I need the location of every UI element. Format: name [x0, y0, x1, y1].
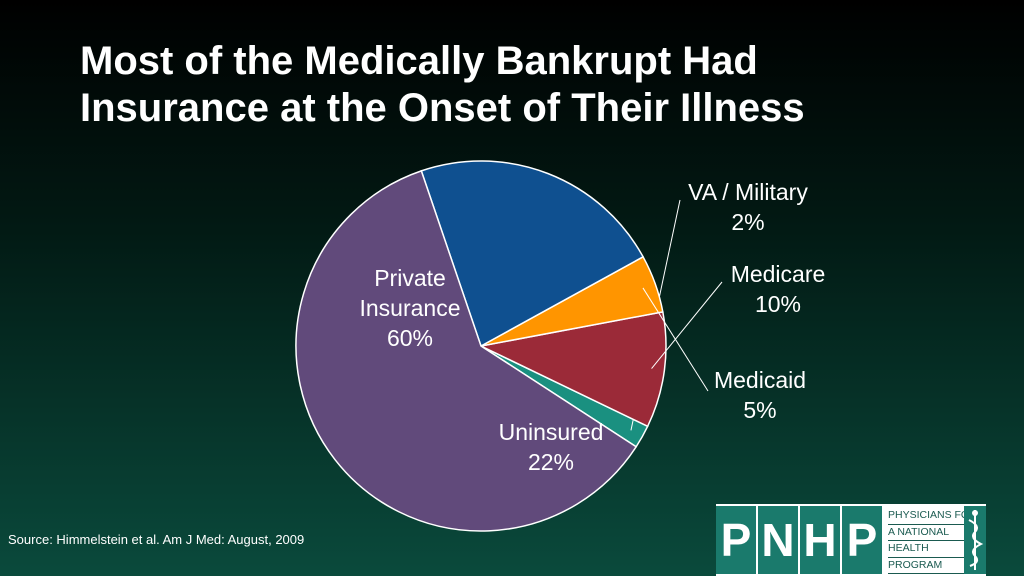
slice-label-private-insurance: Private Insurance 60% — [359, 265, 460, 351]
title-line-1: Most of the Medically Bankrupt Had — [80, 39, 758, 83]
slice-label-line: 2% — [731, 209, 764, 235]
slice-label-medicare: Medicare 10% — [731, 261, 826, 317]
logo-letter-h: H — [800, 506, 840, 574]
pie-slice-medicare — [478, 310, 667, 428]
logo-words: PHYSICIANS FOR A NATIONAL HEALTH PROGRAM — [888, 508, 982, 574]
logo-word-4: PROGRAM — [888, 558, 982, 574]
leader-line-medicaid — [642, 287, 709, 392]
slice-label-line: 60% — [387, 325, 433, 351]
slice-label-line: Uninsured — [499, 419, 604, 445]
slice-label-line: 22% — [528, 449, 574, 475]
source-citation: Source: Himmelstein et al. Am J Med: Aug… — [8, 532, 305, 547]
title-line-2: Insurance at the Onset of Their Illness — [80, 86, 805, 130]
slice-label-medicaid: Medicaid 5% — [714, 367, 806, 423]
slice-label-line: 5% — [743, 397, 776, 423]
slice-label-line: Medicare — [731, 261, 826, 287]
logo-word-3: HEALTH — [888, 541, 982, 558]
logo-word-2: A NATIONAL — [888, 525, 982, 541]
logo-word-1: PHYSICIANS FOR — [888, 508, 982, 525]
slice-label-line: Private — [374, 265, 446, 291]
pie-slice-uninsured — [420, 160, 645, 348]
slide-title: Most of the Medically Bankrupt Had Insur… — [80, 38, 980, 132]
pnhp-logo: P N H P PHYSICIANS FOR A NATIONAL HEALTH… — [716, 504, 986, 576]
logo-letter-p1: P — [716, 506, 756, 574]
leader-line-medicare — [651, 281, 723, 369]
slice-label-line: 10% — [755, 291, 801, 317]
caduceus-icon — [964, 506, 986, 574]
pie-slice-private-insurance — [295, 169, 638, 532]
logo-letter-n: N — [758, 506, 798, 574]
slice-label-line: Insurance — [359, 295, 460, 321]
slice-label-line: Medicaid — [714, 367, 806, 393]
slice-label-va-military: VA / Military 2% — [688, 179, 808, 235]
logo-letter-p2: P — [842, 506, 882, 574]
slice-label-uninsured: Uninsured 22% — [499, 419, 604, 475]
slice-label-line: VA / Military — [688, 179, 808, 205]
